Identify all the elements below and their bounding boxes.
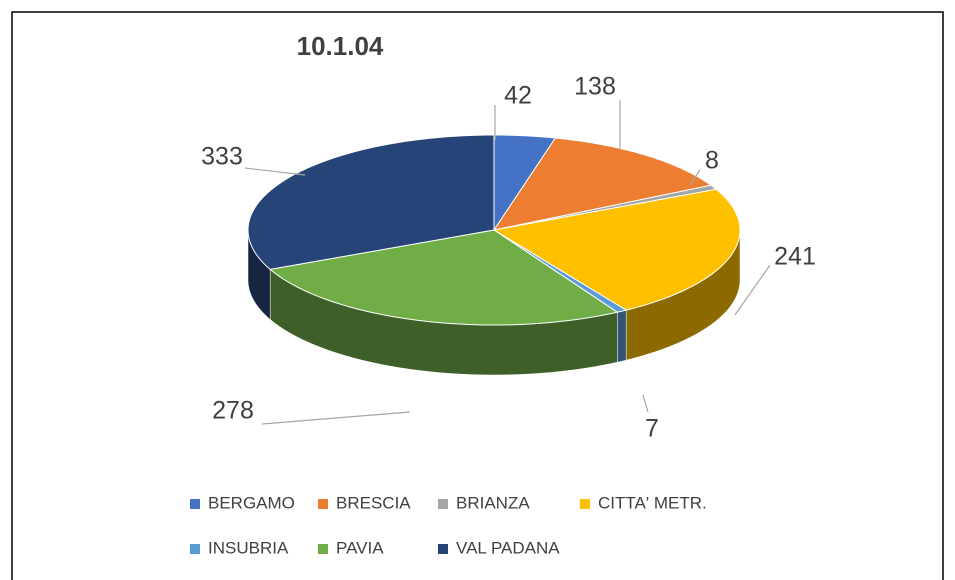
slice — [493, 184, 718, 231]
chart-title: 10.1.04 — [297, 31, 384, 61]
legend-label: VAL PADANA — [456, 538, 560, 557]
legend-marker — [438, 499, 448, 509]
legend-label: PAVIA — [336, 538, 384, 557]
data-label: 42 — [504, 82, 532, 110]
data-label: 241 — [774, 243, 816, 271]
legend-marker — [580, 499, 590, 509]
legend-marker — [318, 544, 328, 554]
slice — [268, 229, 619, 326]
data-label: 138 — [574, 73, 616, 101]
legend-label: BERGAMO — [208, 493, 295, 512]
slice — [492, 137, 713, 231]
leader-line — [244, 167, 306, 176]
leader-line — [642, 394, 649, 413]
data-label: 8 — [705, 147, 719, 175]
slice — [492, 188, 741, 311]
slice-side — [617, 309, 627, 363]
legend-label: BRESCIA — [336, 493, 411, 512]
legend-marker — [190, 544, 200, 554]
data-label: 7 — [645, 415, 659, 443]
leader-line — [689, 169, 701, 186]
legend-label: CITTA' METR. — [598, 493, 707, 512]
legend-marker — [190, 499, 200, 509]
data-label: 333 — [201, 143, 243, 171]
data-label: 278 — [212, 397, 254, 425]
leader-line — [734, 264, 771, 316]
slice — [247, 134, 495, 270]
legend-label: INSUBRIA — [208, 538, 289, 557]
legend-marker — [318, 499, 328, 509]
leader-line — [261, 411, 411, 425]
legend-label: BRIANZA — [456, 493, 530, 512]
legend-marker — [438, 544, 448, 554]
slice — [493, 229, 628, 313]
